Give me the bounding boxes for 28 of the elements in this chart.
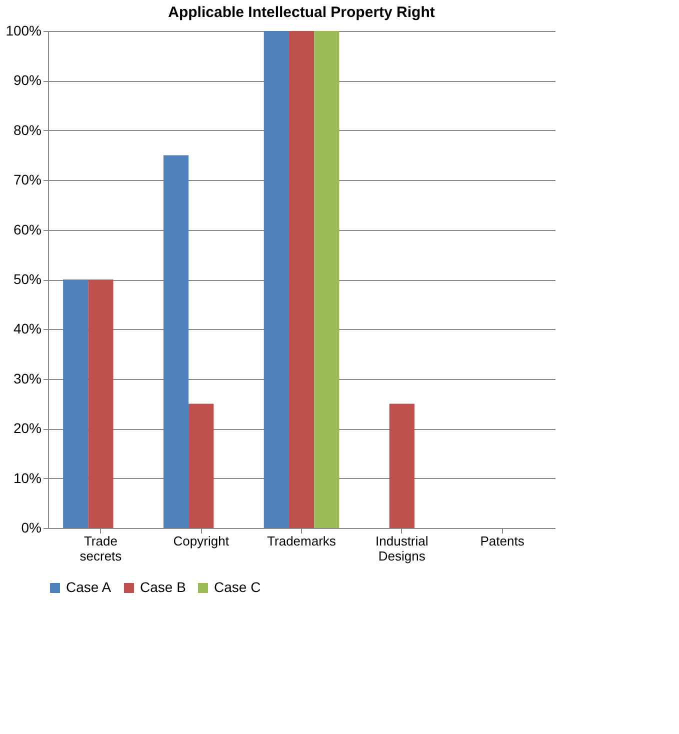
x-tick-label: Trademarks	[267, 534, 336, 548]
bar	[63, 280, 88, 528]
y-tick-label: 90%	[13, 72, 42, 88]
y-tick-label: 30%	[13, 370, 42, 386]
bar	[188, 404, 214, 528]
x-tick-label: Trade secrets	[80, 534, 122, 564]
bar	[163, 155, 189, 528]
y-tick-label: 100%	[6, 22, 42, 38]
bar	[389, 404, 414, 528]
bar	[264, 31, 289, 528]
y-tick-label: 70%	[13, 172, 42, 188]
x-tick-label: Patents	[480, 534, 525, 548]
bar	[288, 31, 314, 528]
y-tick-label: 50%	[13, 271, 42, 287]
y-tick-label: 0%	[21, 520, 42, 536]
chart-title: Applicable Intellectual Property Right	[168, 4, 435, 21]
x-tick-label: Industrial Designs	[376, 534, 428, 564]
y-tick-label: 80%	[13, 122, 42, 138]
y-tick-label: 10%	[13, 470, 42, 486]
bar	[314, 31, 340, 528]
y-tick-label: 20%	[13, 420, 42, 436]
y-tick-label: 40%	[13, 320, 42, 337]
y-tick-label: 60%	[13, 221, 42, 238]
legend-label: Case B	[140, 579, 186, 595]
legend-label: Case C	[214, 579, 261, 595]
bar	[88, 280, 114, 528]
legend-label: Case A	[66, 579, 112, 595]
x-tick-label: Copyright	[173, 534, 230, 548]
